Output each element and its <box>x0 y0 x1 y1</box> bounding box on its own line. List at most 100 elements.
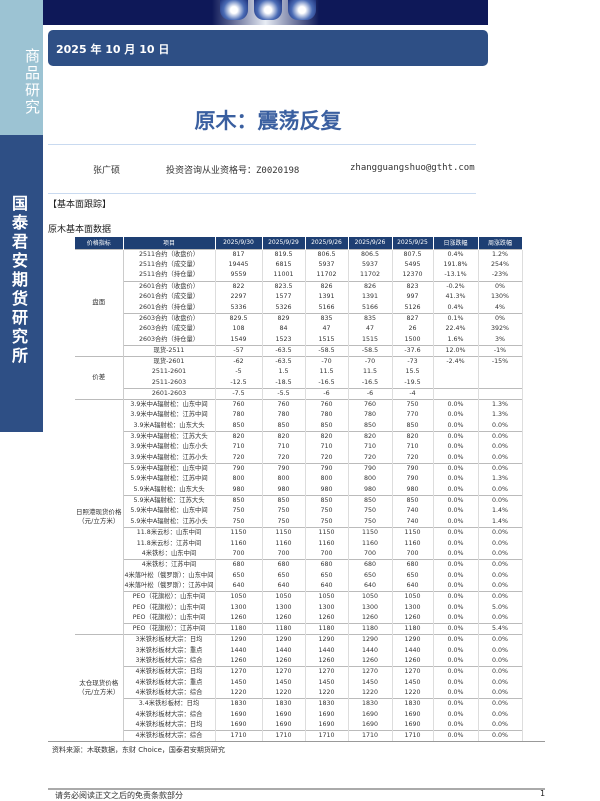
item-name: 5.9米中A辐射松：江苏中间 <box>123 474 216 485</box>
cell-value: 823.5 <box>262 280 306 292</box>
cell-value: 807.5 <box>392 248 434 260</box>
cell-value: 680 <box>305 559 349 571</box>
cell-value: 1050 <box>262 591 306 603</box>
table-row: 3.4米铁杉板材：日均 1830 1830 1830 1830 1830 0.0% 0.0% <box>75 698 523 710</box>
item-name: 4米铁杉板材大宗：综合 <box>123 688 216 699</box>
cell-value: 26 <box>392 323 434 335</box>
cell-value: 1260 <box>305 656 349 667</box>
header-banner <box>43 0 488 25</box>
cell-value <box>478 366 523 378</box>
group-label: 价差 <box>75 355 124 400</box>
cell-value: 5126 <box>392 302 434 314</box>
cell-value: 780 <box>215 409 263 421</box>
cell-value: 1180 <box>215 623 263 635</box>
cell-value: 1549 <box>215 334 263 346</box>
cell-value: 1260 <box>392 613 434 624</box>
cell-value: 1690 <box>348 720 393 731</box>
cell-value: -63.5 <box>262 344 306 357</box>
cell-value: 1690 <box>215 720 263 731</box>
cell-value: 780 <box>305 409 349 421</box>
cell-value: 6815 <box>262 259 306 271</box>
cell-value: 0.0% <box>433 666 479 678</box>
table-row: 11.8米云杉：江苏中间 1160 1160 1160 1160 1160 0.0% 0.0% <box>75 538 523 549</box>
cell-value: 0.0% <box>478 709 523 721</box>
item-name: 2601合约（收盘价） <box>123 280 216 292</box>
cell-value: 1710 <box>392 730 434 742</box>
table-row: 2511合约（成交量） 19445 6815 5937 5937 5495 191.8% 25… <box>75 259 523 271</box>
cell-value: -23% <box>478 270 523 282</box>
cell-value <box>433 387 479 400</box>
cell-value: 1220 <box>305 688 349 699</box>
column-header: 2025/9/26 <box>348 237 393 249</box>
cell-value: -5.5 <box>262 387 306 400</box>
table-row: 5.9米A辐射松：江苏大头 850 850 850 850 850 0.0% 0.0% <box>75 494 523 507</box>
cell-value: 1260 <box>348 656 393 667</box>
cell-value: 1450 <box>392 677 434 689</box>
cell-value: 710 <box>215 442 263 453</box>
cell-value: 0.0% <box>433 516 479 528</box>
author-email[interactable]: zhangguangshuo@gtht.com <box>350 163 475 173</box>
cell-value: -1% <box>478 344 523 357</box>
cell-value: 1710 <box>262 730 306 742</box>
cell-value: 800 <box>262 474 306 485</box>
cell-value: 0.0% <box>478 494 523 507</box>
item-name: 3米铁杉板材大宗：重点 <box>123 645 216 657</box>
cell-value: 0.0% <box>433 484 479 496</box>
cell-value: 1.2% <box>478 248 523 260</box>
table-row: 5.9米中A辐射松：山东中间 750 750 750 750 740 0.0% 1.4% <box>75 506 523 517</box>
cell-value: 750 <box>348 506 393 517</box>
table-row: 2511-2601 -5 1.5 11.5 11.5 15.5 <box>75 366 523 378</box>
cell-value: 0.0% <box>478 570 523 581</box>
item-name: 3米铁杉板材大宗：日均 <box>123 634 216 646</box>
table-row: 2511-2603 -12.5 -18.5 -16.5 -16.5 -19.5 <box>75 377 523 389</box>
table-row: 4米落叶松（俄罗斯）：山东中间 650 650 650 650 650 0.0% 0.0% <box>75 570 523 581</box>
cell-value: 0.0% <box>478 462 523 475</box>
cell-value: 1440 <box>262 645 306 657</box>
column-header: 日涨跌幅 <box>433 237 479 249</box>
cell-value: 820 <box>262 430 306 442</box>
cell-value: 650 <box>262 570 306 581</box>
cell-value: 0.0% <box>478 538 523 549</box>
cell-value: -12.5 <box>215 377 263 389</box>
table-row: 2601-2603 -7.5 -5.5 -6 -6 -4 <box>75 387 523 400</box>
table-row: 2601合约（持仓量） 5336 5326 5166 5166 5126 0.4% 4% <box>75 302 523 314</box>
cell-value: 4% <box>478 302 523 314</box>
table-row: 4米铁杉板材大宗：综合 1710 1710 1710 1710 1710 0.0% 0.0% <box>75 730 523 742</box>
table-row: 2601合约（收盘价） 822 823.5 826 826 823 -0.2% 0% <box>75 280 523 292</box>
table-row: 3米铁杉板材大宗：综合 1260 1260 1260 1260 1260 0.0% 0.0% <box>75 656 523 667</box>
item-name: 11.8米云杉：山东中间 <box>123 527 216 539</box>
cell-value: 0.4% <box>433 302 479 314</box>
cell-value: -73 <box>392 355 434 367</box>
cell-value: 740 <box>392 516 434 528</box>
cell-value: 835 <box>348 312 393 324</box>
cell-value: 5.0% <box>478 602 523 613</box>
item-name: 3米铁杉板材大宗：综合 <box>123 656 216 667</box>
cell-value: 5166 <box>348 302 393 314</box>
cell-value: 1300 <box>305 602 349 613</box>
cell-value: 790 <box>392 474 434 485</box>
cell-value: 2297 <box>215 291 263 303</box>
cell-value <box>478 387 523 400</box>
cell-value: 41.3% <box>433 291 479 303</box>
item-name: 11.8米云杉：江苏中间 <box>123 538 216 549</box>
cell-value: 720 <box>305 452 349 464</box>
table-row: 盘面 2511合约（收盘价） 817 819.5 806.5 806.5 807.5 0.4%… <box>75 248 523 357</box>
cell-value: -13.1% <box>433 270 479 282</box>
cell-value: 650 <box>215 570 263 581</box>
cell-value: 0.0% <box>478 634 523 646</box>
cell-value: 850 <box>262 420 306 432</box>
cell-value: 750 <box>392 398 434 410</box>
cell-value: 1830 <box>305 698 349 710</box>
cell-value: 770 <box>392 409 434 421</box>
report-title: 原木：震荡反复 <box>194 108 342 133</box>
item-name: 4米铁杉板材大宗：综合 <box>123 709 216 721</box>
column-header: 2025/9/26 <box>305 237 349 249</box>
column-header: 2025/9/29 <box>262 237 306 249</box>
table-row: 4米铁杉板材大宗：重点 1450 1450 1450 1450 1450 0.0% 0.0% <box>75 677 523 689</box>
cell-value: 1160 <box>215 538 263 549</box>
cell-value: 800 <box>348 474 393 485</box>
cell-value: 997 <box>392 291 434 303</box>
item-name: 4米铁杉板材大宗：综合 <box>123 730 216 742</box>
cell-value: 1440 <box>305 645 349 657</box>
cell-value: 820 <box>215 430 263 442</box>
